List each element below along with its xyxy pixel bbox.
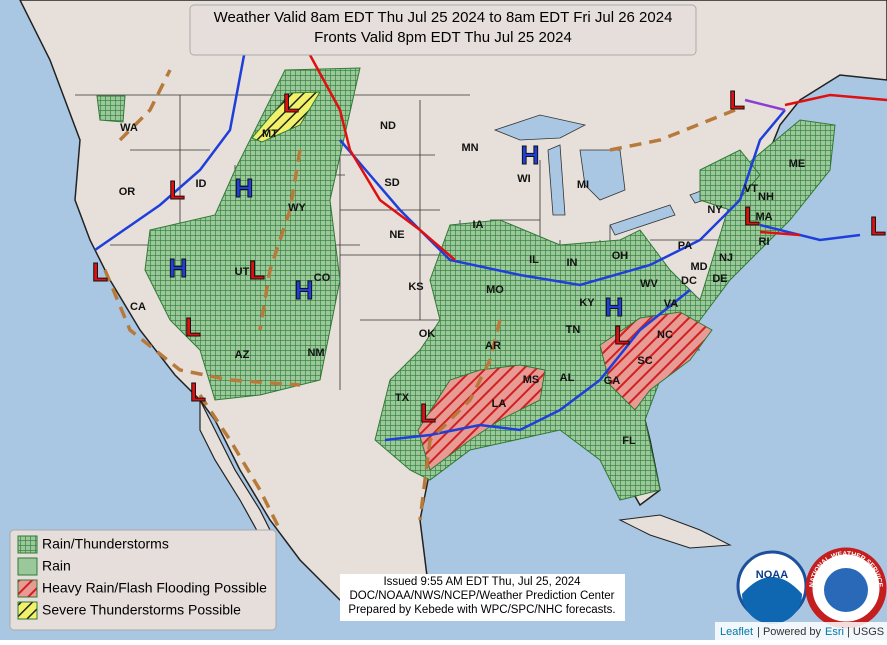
state-label: SC (637, 355, 652, 367)
state-label: ME (789, 158, 806, 170)
pressure-center: L (190, 377, 206, 407)
cuba (618, 514, 732, 549)
state-label: ID (196, 178, 207, 190)
pressure-center: L (744, 201, 760, 231)
pressure-center: H (605, 292, 624, 322)
pressure-center: L (614, 320, 630, 350)
state-label: TX (395, 392, 410, 404)
state-label: OK (419, 328, 436, 340)
pressure-center: H (235, 173, 254, 203)
state-label: OH (612, 250, 629, 262)
state-label: PA (678, 240, 693, 252)
pressure-center: L (283, 88, 299, 118)
issued-text: Issued 9:55 AM EDT Thu, Jul 25, 2024 DOC/… (348, 576, 615, 616)
pressure-center: L (729, 85, 745, 115)
state-label: NY (707, 204, 723, 216)
troughs (103, 69, 736, 531)
pressure-center: L (92, 257, 108, 287)
legend-swatch (17, 579, 38, 598)
subtitle: Fronts Valid 8pm EDT Thu Jul 25 2024 (314, 29, 572, 46)
state-label: IA (473, 219, 484, 231)
legend-label: Rain/Thunderstorms (42, 536, 169, 552)
issued-line: Issued 9:55 AM EDT Thu, Jul 25, 2024 (383, 576, 581, 588)
pressure-center: L (185, 312, 201, 342)
state-label: AZ (235, 349, 250, 361)
state-label: DC (681, 275, 697, 287)
powered-by: | Powered by (757, 626, 822, 638)
precip-areas (96, 67, 836, 501)
state-label: VA (664, 298, 679, 310)
pressure-center: H (169, 253, 188, 283)
attribution-box (715, 622, 887, 640)
pressure-center: L (169, 175, 185, 205)
nws-center (824, 568, 868, 612)
pressure-center: L (870, 211, 886, 241)
state-label: WI (517, 173, 530, 185)
state-label: KS (408, 281, 423, 293)
state-label: MS (523, 374, 540, 386)
legend-box (9, 529, 277, 631)
state-label: WY (288, 202, 306, 214)
state-labels: WA OR ID MT ND WY SD NE CO UT CA KS OK TX NM AZ MN WI MI IA… (119, 120, 806, 447)
noaa-text: NOAA (756, 569, 788, 581)
legend-label: Heavy Rain/Flash Flooding Possible (42, 580, 267, 596)
state-label: AL (560, 372, 575, 384)
state-label: FL (622, 435, 636, 447)
state-label: TN (566, 324, 581, 336)
state-label: LA (492, 398, 507, 410)
legend-swatch (17, 535, 38, 554)
pressure-center: H (295, 275, 314, 305)
state-label: NE (389, 229, 404, 241)
pressure-center: L (420, 398, 436, 428)
state-label: OR (119, 186, 136, 198)
state-label: IL (529, 254, 539, 266)
state-label: SD (384, 177, 399, 189)
issued-line: DOC/NOAA/NWS/NCEP/Weather Prediction Cen… (349, 590, 614, 602)
title-box (189, 4, 697, 56)
issued-box (340, 574, 625, 621)
state-label: AR (485, 340, 501, 352)
pressure-center: L (249, 255, 265, 285)
legend: Rain/Thunderstorms Rain Heavy Rain/Flash F… (17, 535, 267, 620)
state-label: NJ (719, 252, 733, 264)
state-label: CO (314, 272, 331, 284)
state-label: DE (712, 273, 727, 285)
pressure-center: H (521, 140, 540, 170)
state-label: MO (486, 284, 504, 296)
attribution: Leaflet | Powered by Esri | USGS (720, 626, 884, 638)
title: Weather Valid 8am EDT Thu Jul 25 2024 to… (214, 9, 673, 26)
state-label: MT (262, 128, 278, 140)
legend-swatch (17, 601, 38, 620)
state-label: WA (120, 122, 138, 134)
legend-label: Rain (42, 558, 71, 574)
legend-label: Severe Thunderstorms Possible (42, 602, 241, 618)
state-label: NH (758, 191, 774, 203)
state-label: VT (744, 183, 758, 195)
state-label: RI (759, 236, 770, 248)
state-label: CA (130, 301, 146, 313)
usgs: | USGS (847, 626, 884, 638)
state-label: MD (690, 261, 707, 273)
state-label: WV (640, 278, 658, 290)
issued-line: Prepared by Kebede with WPC/SPC/NHC fore… (348, 604, 615, 616)
esri-link[interactable]: Esri (825, 626, 844, 638)
state-label: MN (461, 142, 478, 154)
state-label: MI (577, 179, 589, 191)
state-label: GA (604, 375, 621, 387)
state-label: UT (235, 266, 250, 278)
legend-swatch (17, 557, 38, 576)
state-label: MA (755, 211, 772, 223)
state-label: ND (380, 120, 396, 132)
leaflet-link[interactable]: Leaflet (720, 626, 753, 638)
state-label: NM (307, 347, 324, 359)
state-label: KY (579, 297, 595, 309)
state-label: IN (567, 257, 578, 269)
state-label: NC (657, 329, 673, 341)
noaa-wave (742, 577, 802, 624)
